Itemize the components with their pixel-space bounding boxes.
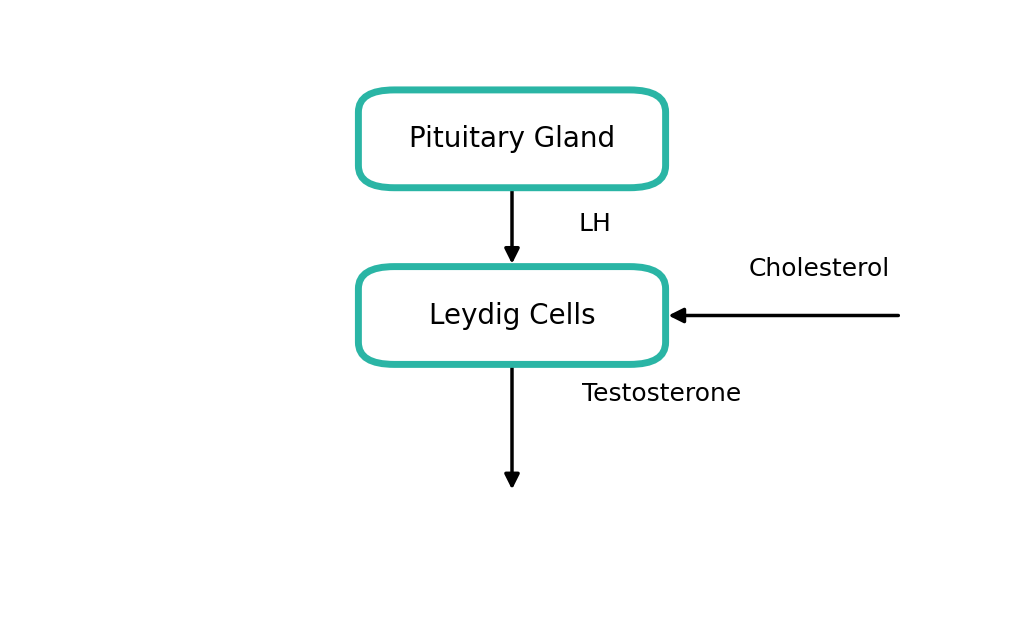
Text: Leydig Cells: Leydig Cells: [429, 302, 595, 329]
FancyBboxPatch shape: [358, 266, 666, 365]
Text: LH: LH: [579, 212, 611, 236]
Text: Pituitary Gland: Pituitary Gland: [409, 125, 615, 153]
Text: Testosterone: Testosterone: [582, 382, 741, 406]
Text: Cholesterol: Cholesterol: [749, 257, 890, 281]
FancyBboxPatch shape: [358, 90, 666, 187]
